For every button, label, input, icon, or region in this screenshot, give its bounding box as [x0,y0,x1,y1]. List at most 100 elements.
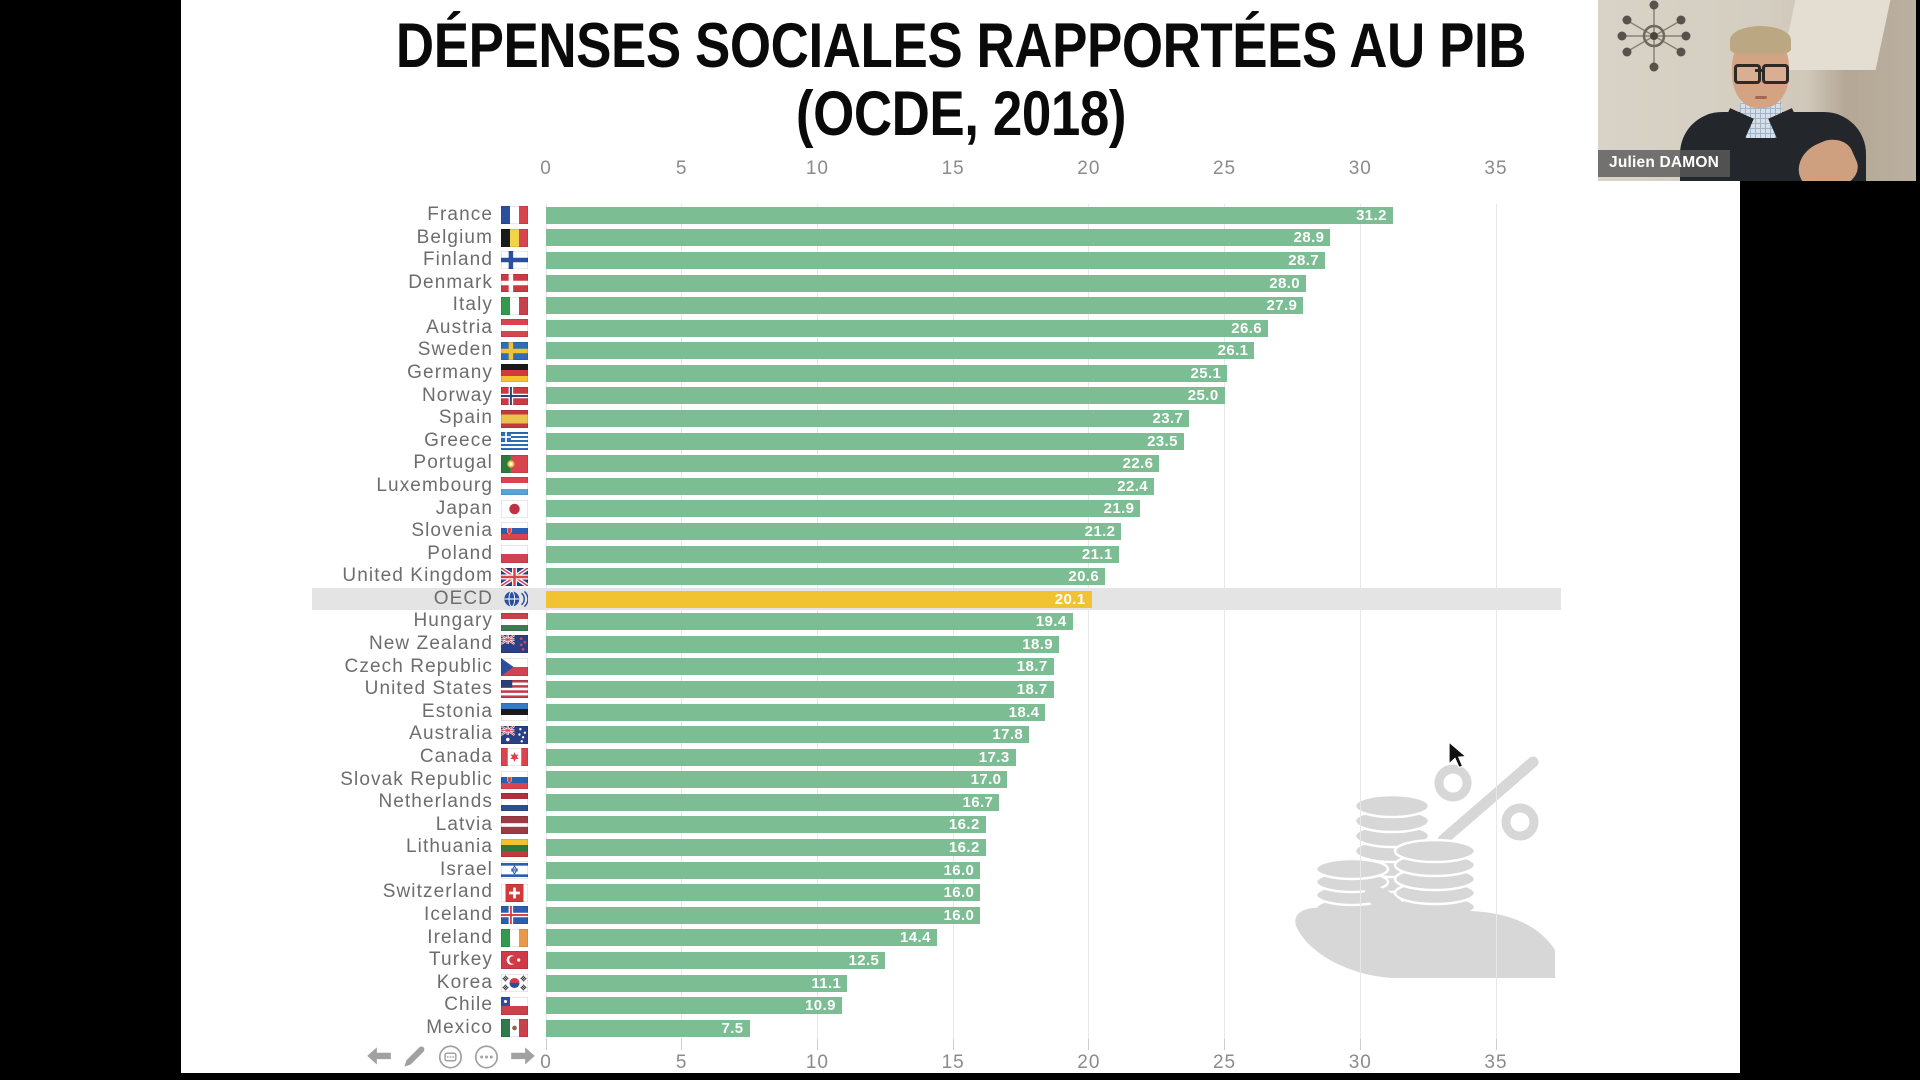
row-label-slovak-republic: Slovak Republic [340,768,493,790]
row-label-portugal: Portugal [413,452,493,474]
bar-value: 18.4 [1008,703,1040,721]
axis-tick-label-top: 5 [675,158,688,179]
bar-value: 28.0 [1269,274,1300,292]
flag-israel-icon [501,861,528,880]
axis-tick-label-top: 35 [1484,158,1508,179]
bar-united-kingdom: 20.6 [546,568,1106,586]
sunburst-clock-icon [1617,0,1691,72]
more-options-button[interactable] [472,1044,502,1070]
axis-tick-label-bottom: 25 [1212,1052,1237,1074]
bar-value: 17.0 [970,771,1002,789]
axis-tick-label-top: 10 [805,158,829,179]
bar-value: 20.6 [1068,568,1100,586]
flag-united-states-icon [501,680,528,699]
row-label-mexico: Mexico [426,1016,493,1038]
row-label-france: France [427,204,493,225]
flag-hungary-icon [501,612,528,631]
bar-value: 18.7 [1016,658,1048,676]
flag-greece-icon [501,432,528,451]
bar-czech-republic: 18.7 [546,658,1054,676]
bar-japan: 21.9 [546,500,1141,518]
axis-tick-label-bottom: 15 [941,1052,965,1074]
bar-greece: 23.5 [546,432,1184,450]
wall-highlight [1780,0,1891,70]
row-label-luxembourg: Luxembourg [376,474,493,496]
bar-australia: 17.8 [546,726,1030,744]
axis-tick-label-bottom: 20 [1077,1052,1101,1074]
axis-tick-label-bottom: 35 [1484,1052,1508,1074]
bar-lithuania: 16.2 [546,839,986,857]
bar-estonia: 18.4 [546,703,1046,721]
bar-ireland: 14.4 [546,929,937,947]
bar-france: 31.2 [546,206,1393,224]
flag-united-kingdom-icon [501,567,528,586]
axis-tick-label-bottom: 5 [675,1052,688,1074]
row-label-belgium: Belgium [416,226,493,248]
bar-value: 14.4 [900,929,931,947]
flag-iceland-icon [501,906,528,925]
flag-canada-icon [501,748,528,767]
bar-norway: 25.0 [546,387,1225,405]
axis-tick [545,1039,547,1051]
bar-value: 27.9 [1266,297,1298,315]
next-slide-button[interactable] [508,1044,538,1070]
previous-slide-button[interactable] [364,1044,394,1070]
row-label-greece: Greece [424,429,493,451]
row-label-spain: Spain [438,407,493,429]
row-label-poland: Poland [427,542,493,564]
axis-tick-label-bottom: 30 [1348,1052,1372,1074]
bar-luxembourg: 22.4 [546,477,1154,495]
axis-tick-label-top: 15 [941,158,965,179]
axis-tick-label-top: 25 [1212,158,1237,179]
slide-title-line1: DÉPENSES SOCIALES RAPPORTÉES AU PIB [395,11,1526,81]
slide-title: DÉPENSES SOCIALES RAPPORTÉES AU PIB (OCD… [395,11,1526,148]
bar-korea: 11.1 [546,974,848,992]
webcam-tile: Julien DAMON [1598,0,1916,181]
bar-value: 23.7 [1152,410,1184,428]
bar-finland: 28.7 [546,251,1325,269]
bar-hungary: 19.4 [546,613,1073,631]
slide-overview-button[interactable] [436,1044,466,1070]
mouse-cursor [1448,740,1472,776]
bar-value: 28.7 [1288,251,1319,269]
flag-czech-republic-icon [501,657,528,676]
bar-latvia: 16.2 [546,816,986,834]
bar-value: 26.6 [1231,319,1262,337]
bar-netherlands: 16.7 [546,793,1000,811]
flag-norway-icon [501,386,528,405]
flag-italy-icon [501,296,528,315]
bar-value: 7.5 [721,1019,744,1037]
bar-iceland: 16.0 [546,906,981,924]
bar-value: 25.1 [1190,364,1222,382]
bar-value: 17.3 [978,748,1010,766]
flag-turkey-icon [501,951,528,970]
bar-canada: 17.3 [546,748,1016,766]
bar-value: 22.6 [1122,455,1154,473]
glasses-icon [1734,64,1761,84]
row-label-norway: Norway [421,384,493,406]
flag-australia-icon [501,725,528,744]
bar-value: 18.7 [1016,680,1048,698]
bar-value: 16.2 [948,839,980,857]
bar-poland: 21.1 [546,545,1119,563]
flag-chile-icon [501,996,528,1015]
row-label-hungary: Hungary [413,610,493,632]
bar-value: 20.1 [1054,590,1086,608]
bar-switzerland: 16.0 [546,884,981,902]
flag-korea-icon [501,974,528,993]
row-label-ireland: Ireland [427,926,493,948]
bar-belgium: 28.9 [546,229,1331,247]
participant-name-badge: Julien DAMON [1598,150,1731,177]
pen-tool-button[interactable] [400,1044,430,1070]
bar-portugal: 22.6 [546,455,1160,473]
bar-value: 28.9 [1293,229,1325,247]
row-label-latvia: Latvia [435,813,493,835]
flag-switzerland-icon [501,883,528,902]
row-label-italy: Italy [452,294,493,316]
bar-germany: 25.1 [546,364,1228,382]
bar-value: 25.0 [1187,387,1219,405]
presenter-mouth [1755,96,1767,99]
gridline [1359,204,1361,1040]
bar-value: 17.8 [992,726,1024,744]
glasses-bridge [1755,69,1763,72]
